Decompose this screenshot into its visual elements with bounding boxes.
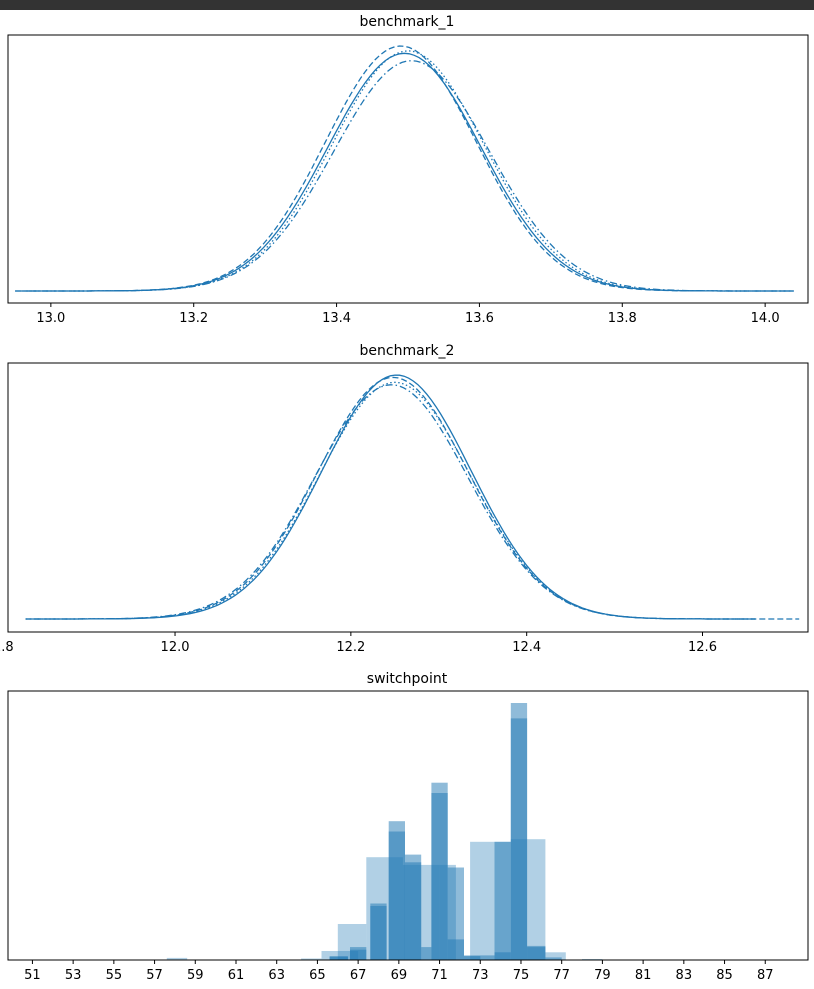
x-tick-label: 81 — [635, 968, 652, 983]
x-tick-label: 61 — [228, 968, 245, 983]
hist-bar — [404, 862, 422, 960]
panel-benchmark-1: benchmark_1 13.0 13.2 13.4 13.6 13.8 14.0 — [7, 14, 809, 326]
x-tick-label: 12.6 — [688, 640, 717, 655]
x-tick-label: 13.4 — [322, 311, 351, 326]
x-tick-label: 67 — [350, 968, 367, 983]
density-line-dashed — [15, 45, 794, 292]
window-top-bar — [0, 0, 814, 10]
density-line-dotted — [22, 50, 787, 292]
hist-bar — [350, 949, 367, 960]
panel-title: benchmark_2 — [360, 343, 455, 359]
x-tick-label: 71 — [431, 968, 448, 983]
x-tick-label: 63 — [268, 968, 285, 983]
x-tick-label: 65 — [309, 968, 326, 983]
x-tick-label: 85 — [716, 968, 733, 983]
x-tick-label: 77 — [553, 968, 570, 983]
hist-bar — [370, 906, 387, 960]
x-tick-label: 73 — [472, 968, 489, 983]
density-line-dashdot — [29, 60, 794, 292]
hist-bar — [545, 957, 562, 960]
panel-title: benchmark_1 — [360, 14, 455, 30]
x-tick-label: 13.0 — [36, 311, 65, 326]
hist-bar — [388, 831, 405, 960]
hist-bar — [166, 957, 188, 960]
hist-bar — [421, 947, 432, 960]
density-line-solid — [15, 52, 794, 292]
hist-bar — [301, 958, 322, 960]
density-line-dashdot — [34, 384, 756, 620]
x-tick-label: 79 — [594, 968, 611, 983]
x-tick-label: 14.0 — [751, 311, 780, 326]
hist-bar — [494, 841, 511, 960]
hist-bar — [545, 952, 566, 960]
density-line-solid — [25, 374, 756, 620]
x-tick-label: 75 — [513, 968, 530, 983]
x-tick-label: 51 — [24, 968, 41, 983]
x-tick-label: 13.2 — [179, 311, 208, 326]
x-tick-label: 53 — [65, 968, 82, 983]
x-tick-label: 83 — [676, 968, 693, 983]
x-tick-label: 87 — [757, 968, 774, 983]
hist-bar — [527, 947, 546, 960]
density-line-dashed — [25, 376, 800, 620]
x-tick-label: 13.6 — [465, 311, 494, 326]
x-tick-label: 12.4 — [512, 640, 541, 655]
x-tick-label: 59 — [187, 968, 204, 983]
plot-frame — [7, 34, 809, 304]
plot-frame — [7, 362, 809, 633]
hist-bar — [464, 956, 481, 960]
density-line-dotted — [25, 381, 756, 620]
panel-benchmark-2: benchmark_2 11.8 12.0 12.2 12.4 12.6 — [0, 343, 809, 655]
x-tick-label: 12.2 — [336, 640, 365, 655]
x-tick-label: 11.8 — [0, 640, 14, 655]
hist-bar — [447, 867, 464, 960]
x-tick-label: 69 — [391, 968, 408, 983]
x-tick-label: 12.0 — [161, 640, 190, 655]
x-tick-label: 13.8 — [608, 311, 637, 326]
hist-bar — [329, 956, 348, 960]
panel-title: switchpoint — [367, 671, 448, 687]
hist-bar — [510, 718, 528, 960]
hist-bar — [527, 839, 546, 960]
hist-bar — [321, 951, 359, 960]
panel-switchpoint: switchpoint 51 53 55 57 59 61 63 65 67 69 71 73 75 77… — [7, 671, 809, 983]
x-tick-label: 55 — [106, 968, 123, 983]
plot-frame — [7, 690, 809, 961]
x-tick-label: 57 — [146, 968, 163, 983]
hist-bar — [431, 793, 448, 961]
